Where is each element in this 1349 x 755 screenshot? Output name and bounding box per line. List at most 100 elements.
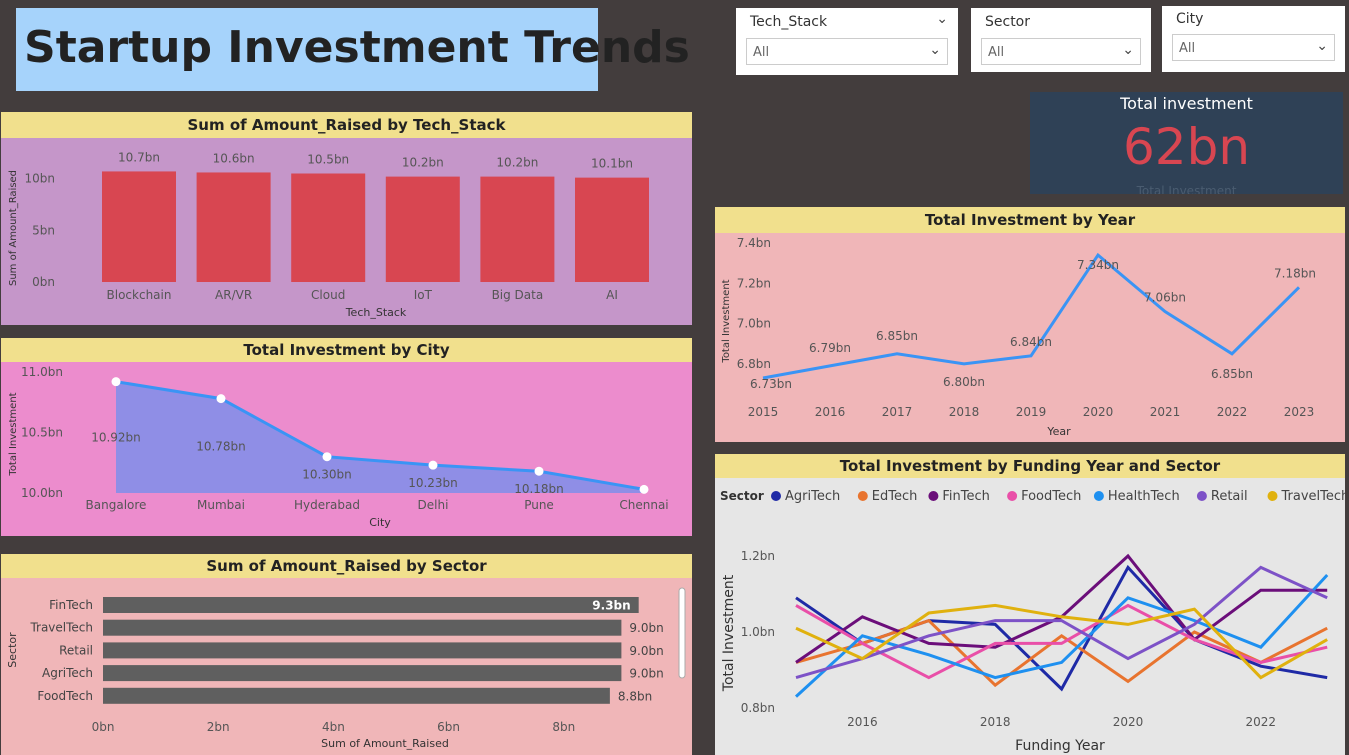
bar [103,619,622,636]
funding-year-sector-panel: Total Investment by Funding Year and Sec… [715,454,1345,755]
x-tick-label: IoT [414,288,433,302]
x-tick-label: 2018 [980,715,1011,729]
data-label: 10.92bn [91,431,141,445]
x-axis-title: Tech_Stack [345,306,407,319]
x-tick-label: 2019 [1016,405,1047,419]
x-tick-label: Mumbai [197,498,245,512]
legend-item: Retail [1211,489,1248,504]
sector-slicer[interactable]: Sector All ⌄ [971,8,1151,72]
tech-stack-slicer[interactable]: Tech_Stack ⌄ All ⌄ [736,8,958,75]
legend-marker [1093,491,1104,501]
data-label: 9.0bn [629,667,663,681]
data-label: 6.80bn [943,375,985,389]
chevron-down-icon: ⌄ [929,42,941,58]
data-label: 9.0bn [629,644,663,658]
data-label: 10.1bn [591,157,633,171]
y-tick-label: 0bn [32,275,55,289]
tech-stack-bar-chart: 0bn 5bn 10bn Sum of Amount_Raised Tech_Stack… [8,150,649,319]
data-label: 8.8bn [618,689,652,703]
data-label: 10.78bn [196,440,246,454]
chevron-down-icon[interactable]: ⌄ [936,11,948,27]
data-label: 6.85bn [1211,367,1253,381]
x-tick-label: 2016 [815,405,846,419]
x-tick-label: 6bn [437,720,460,734]
sector-chart-panel: Sum of Amount_Raised by Sector 0bn 2bn 4bn… [1,554,692,755]
chart-title: Sum of Amount_Raised by Tech_Stack [1,112,692,138]
chart-title: Sum of Amount_Raised by Sector [1,554,692,578]
legend-marker [1196,491,1207,501]
y-tick-label: FinTech [49,598,93,612]
legend-marker [1007,491,1018,501]
x-axis-title: City [369,516,391,529]
bar [480,176,555,282]
x-tick-label: AI [606,288,618,302]
legend-marker [1267,491,1278,501]
data-label: 6.84bn [1010,335,1052,349]
x-tick-label: Bangalore [86,498,147,512]
y-axis-title: Total Investment [8,392,19,476]
data-label: 10.18bn [514,482,564,496]
y-tick-label: 7.4bn [737,236,771,250]
legend-item: FinTech [942,489,990,504]
series-line [795,564,1328,692]
dropdown-value: All [1179,41,1196,56]
data-label: 7.34bn [1077,258,1119,272]
data-label: 7.06bn [1144,290,1186,304]
dropdown-value: All [753,45,770,60]
data-label: 10.5bn [307,153,349,167]
sector-bar-chart: 0bn 2bn 4bn 6bn 8bn Sum of Amount_Raised Secto… [6,587,686,750]
x-tick-label: 2017 [882,405,913,419]
city-slicer[interactable]: City All ⌄ [1162,6,1345,72]
city-dropdown[interactable]: All ⌄ [1172,34,1335,61]
data-label: 6.85bn [876,329,918,343]
legend-marker [857,491,868,501]
y-axis-title: Total Investment [721,574,737,692]
data-point [428,460,438,470]
data-label: 10.23bn [408,476,458,490]
x-tick-label: 2020 [1113,715,1144,729]
chart-title: Total Investment by City [1,338,692,362]
x-tick-label: Big Data [492,288,544,302]
x-tick-label: 2023 [1284,405,1315,419]
x-axis-title: Sum of Amount_Raised [321,737,449,750]
tech-stack-chart-panel: Sum of Amount_Raised by Tech_Stack 0bn 5b… [1,112,692,325]
x-tick-label: AR/VR [215,288,252,302]
data-label: 10.7bn [118,150,160,164]
kpi-card: Total investment 62bn Total Investment [1030,92,1343,194]
data-label: 10.2bn [496,156,538,170]
area-fill [116,381,644,493]
dashboard-title-box: Startup Investment Trends [16,8,690,91]
y-tick-label: 7.0bn [737,317,771,331]
legend-item: HealthTech [1108,489,1180,504]
x-tick-label: Blockchain [107,288,172,302]
x-tick-label: 0bn [92,720,115,734]
y-tick-label: TravelTech [29,621,93,635]
y-tick-label: 0.8bn [741,701,775,715]
chart-title: Total Investment by Funding Year and Sec… [715,454,1345,478]
city-chart-panel: Total Investment by City 10.0bn 10.5bn 11.… [1,338,692,536]
chevron-down-icon: ⌄ [1122,42,1134,58]
chevron-down-icon: ⌄ [1316,38,1328,54]
data-label: 6.73bn [750,377,792,391]
data-label: 6.79bn [809,341,851,355]
legend-item: AgriTech [785,489,840,504]
x-axis-title: Funding Year [1015,738,1105,754]
x-tick-label: 2016 [847,715,878,729]
y-tick-label: Retail [59,643,93,657]
dashboard-title: Startup Investment Trends [24,22,690,73]
tech-stack-dropdown[interactable]: All ⌄ [746,38,948,65]
bar [385,176,460,282]
kpi-title: Total investment [1120,94,1253,113]
data-label: 9.0bn [629,621,663,635]
y-tick-label: 10.0bn [21,486,63,500]
legend-item: TravelTech [1281,489,1346,504]
data-label: 10.6bn [213,151,255,165]
x-tick-label: 2022 [1217,405,1248,419]
y-tick-label: 1.0bn [741,625,775,639]
series-line [795,603,1328,680]
bar [102,171,176,282]
sector-dropdown[interactable]: All ⌄ [981,38,1141,65]
x-tick-label: 2015 [748,405,779,419]
bar [103,642,622,659]
bar [291,173,366,282]
